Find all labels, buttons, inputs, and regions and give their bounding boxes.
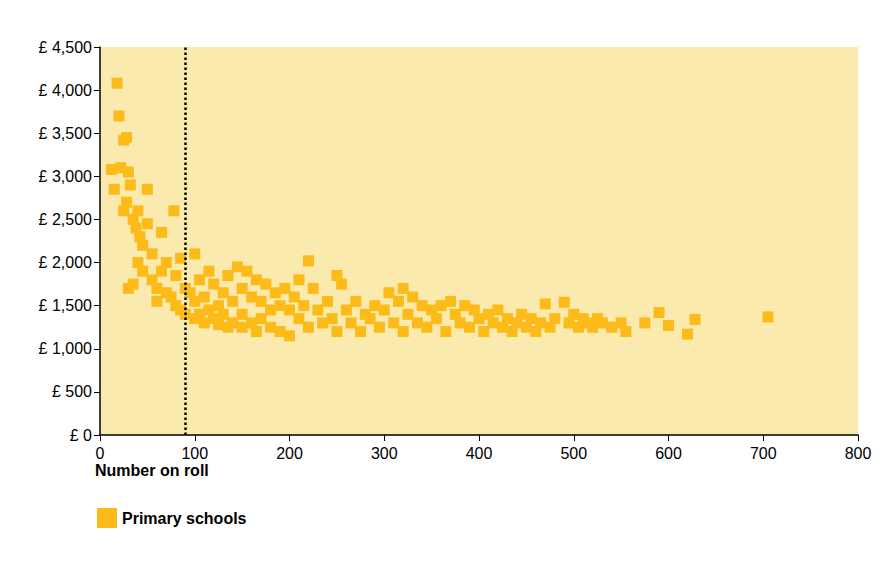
svg-text:800: 800 — [845, 445, 872, 462]
svg-text:£ 2,500: £ 2,500 — [39, 211, 92, 228]
svg-text:£ 1,000: £ 1,000 — [39, 340, 92, 357]
svg-text:£ 500: £ 500 — [52, 383, 92, 400]
svg-text:£ 1,500: £ 1,500 — [39, 297, 92, 314]
svg-text:300: 300 — [371, 445, 398, 462]
svg-text:Primary schools: Primary schools — [122, 510, 247, 527]
svg-text:400: 400 — [466, 445, 493, 462]
svg-text:600: 600 — [655, 445, 682, 462]
svg-text:200: 200 — [276, 445, 303, 462]
svg-text:500: 500 — [560, 445, 587, 462]
svg-text:£ 2,000: £ 2,000 — [39, 254, 92, 271]
svg-text:£ 4,000: £ 4,000 — [39, 82, 92, 99]
svg-text:£ 0: £ 0 — [70, 427, 92, 444]
svg-text:£ 4,500: £ 4,500 — [39, 39, 92, 56]
svg-text:100: 100 — [181, 445, 208, 462]
svg-text:£ 3,000: £ 3,000 — [39, 168, 92, 185]
svg-text:Number on roll: Number on roll — [95, 462, 209, 479]
svg-text:700: 700 — [750, 445, 777, 462]
svg-text:£ 3,500: £ 3,500 — [39, 125, 92, 142]
svg-text:0: 0 — [96, 445, 105, 462]
